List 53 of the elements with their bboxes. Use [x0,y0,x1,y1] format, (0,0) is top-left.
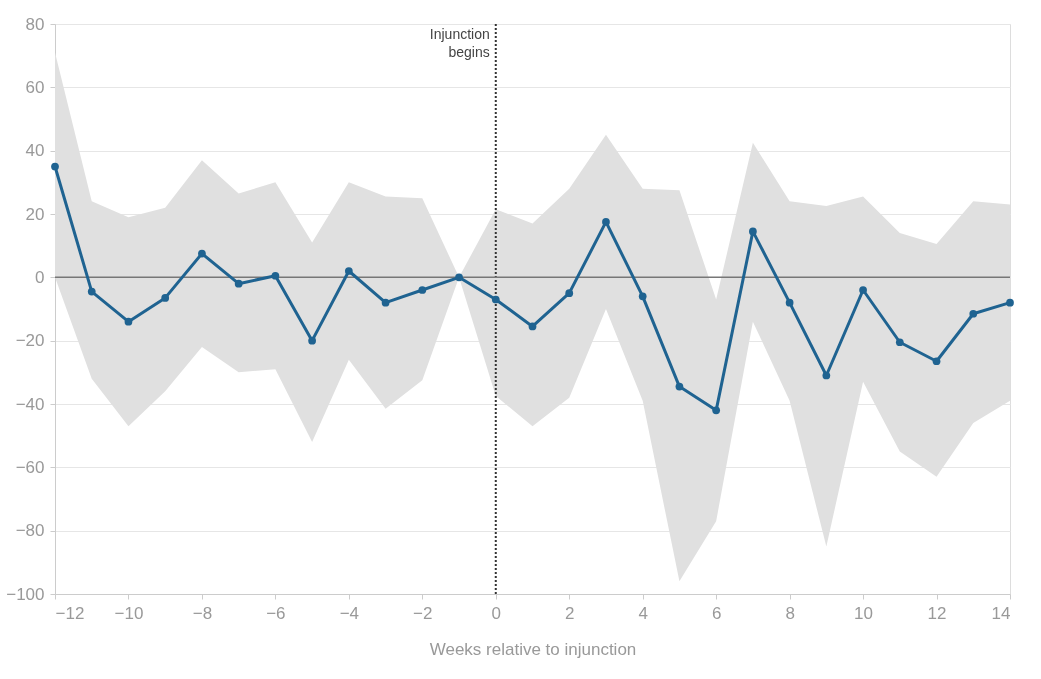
x-tick-label: −12 [55,603,85,623]
point [969,309,978,318]
point [87,287,96,296]
point [638,292,647,301]
point [785,298,794,307]
point [51,162,59,171]
point [749,227,757,236]
point [859,286,867,294]
x-tick-label: 2 [565,603,575,623]
y-tick-label: −60 [15,457,45,477]
x-tick-label: 4 [638,603,648,623]
point [381,298,390,307]
point [234,279,243,288]
y-tick-label: 80 [25,14,45,34]
y-tick-label: −80 [15,521,45,541]
point [344,267,353,275]
y-tick-label: −40 [15,394,45,414]
point [822,371,831,380]
point [675,382,684,391]
x-tick-label: 12 [927,603,947,623]
x-tick-label: −6 [266,603,286,623]
y-tick-label: 40 [25,141,45,161]
x-axis-title: Weeks relative to injunction [429,639,637,659]
point [565,289,574,298]
point [895,338,904,347]
point [124,317,133,326]
point [528,322,537,331]
y-tick-label: −20 [15,331,45,351]
x-tick-label: 10 [854,603,874,623]
y-tick-label: −100 [6,584,45,604]
x-tick-label: 0 [491,603,501,623]
x-tick-label: 14 [991,603,1011,623]
point [198,249,206,258]
point [161,294,170,302]
point [455,273,463,282]
x-tick-label: 6 [711,603,722,623]
x-tick-label: −10 [114,603,144,623]
point [712,406,721,415]
y-tick-label: 0 [35,267,45,287]
x-tick-label: −4 [339,603,360,623]
y-tick-label: 20 [25,204,45,224]
x-tick-label: −8 [192,603,213,623]
point [491,295,500,304]
x-tick-label: −2 [413,603,433,623]
y-tick-label: 60 [25,77,45,97]
point [602,218,610,226]
point [271,271,280,280]
ref-line-label: Injunction begins [429,26,490,60]
x-tick-label: 8 [785,603,795,623]
point [418,286,427,294]
point [308,336,316,345]
point [1006,298,1014,307]
point [932,357,941,366]
